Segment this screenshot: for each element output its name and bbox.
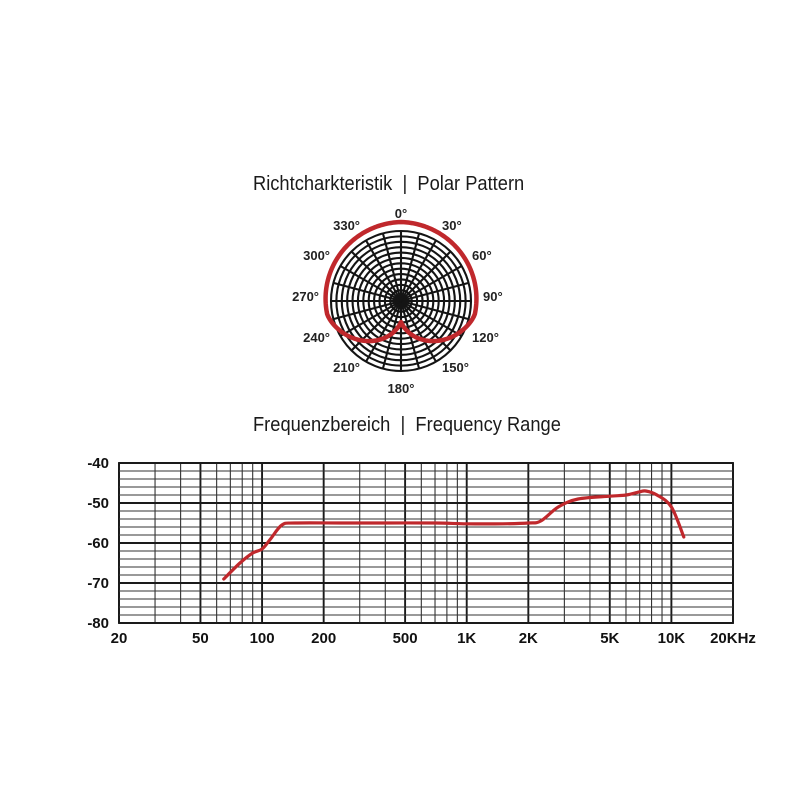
svg-text:200: 200 [311, 630, 336, 647]
svg-text:2K: 2K [519, 630, 538, 647]
svg-text:-60: -60 [87, 535, 109, 552]
svg-text:300°: 300° [303, 248, 330, 263]
svg-text:120°: 120° [472, 330, 499, 345]
svg-text:0°: 0° [395, 206, 407, 221]
svg-text:-50: -50 [87, 495, 109, 512]
svg-text:1K: 1K [457, 630, 476, 647]
svg-text:210°: 210° [333, 360, 360, 375]
svg-text:-80: -80 [87, 615, 109, 632]
svg-text:90°: 90° [483, 289, 503, 304]
svg-text:500: 500 [393, 630, 418, 647]
svg-text:-70: -70 [87, 575, 109, 592]
svg-text:5K: 5K [600, 630, 619, 647]
svg-text:150°: 150° [442, 360, 469, 375]
svg-text:60°: 60° [472, 248, 492, 263]
svg-text:10K: 10K [658, 630, 686, 647]
svg-text:180°: 180° [388, 381, 415, 396]
svg-text:20KHz: 20KHz [710, 630, 756, 647]
svg-text:50: 50 [192, 630, 209, 647]
svg-text:240°: 240° [303, 330, 330, 345]
svg-text:100: 100 [250, 630, 275, 647]
svg-text:330°: 330° [333, 218, 360, 233]
svg-text:30°: 30° [442, 218, 462, 233]
svg-text:-40: -40 [87, 455, 109, 472]
svg-text:270°: 270° [292, 289, 319, 304]
svg-text:20: 20 [111, 630, 128, 647]
